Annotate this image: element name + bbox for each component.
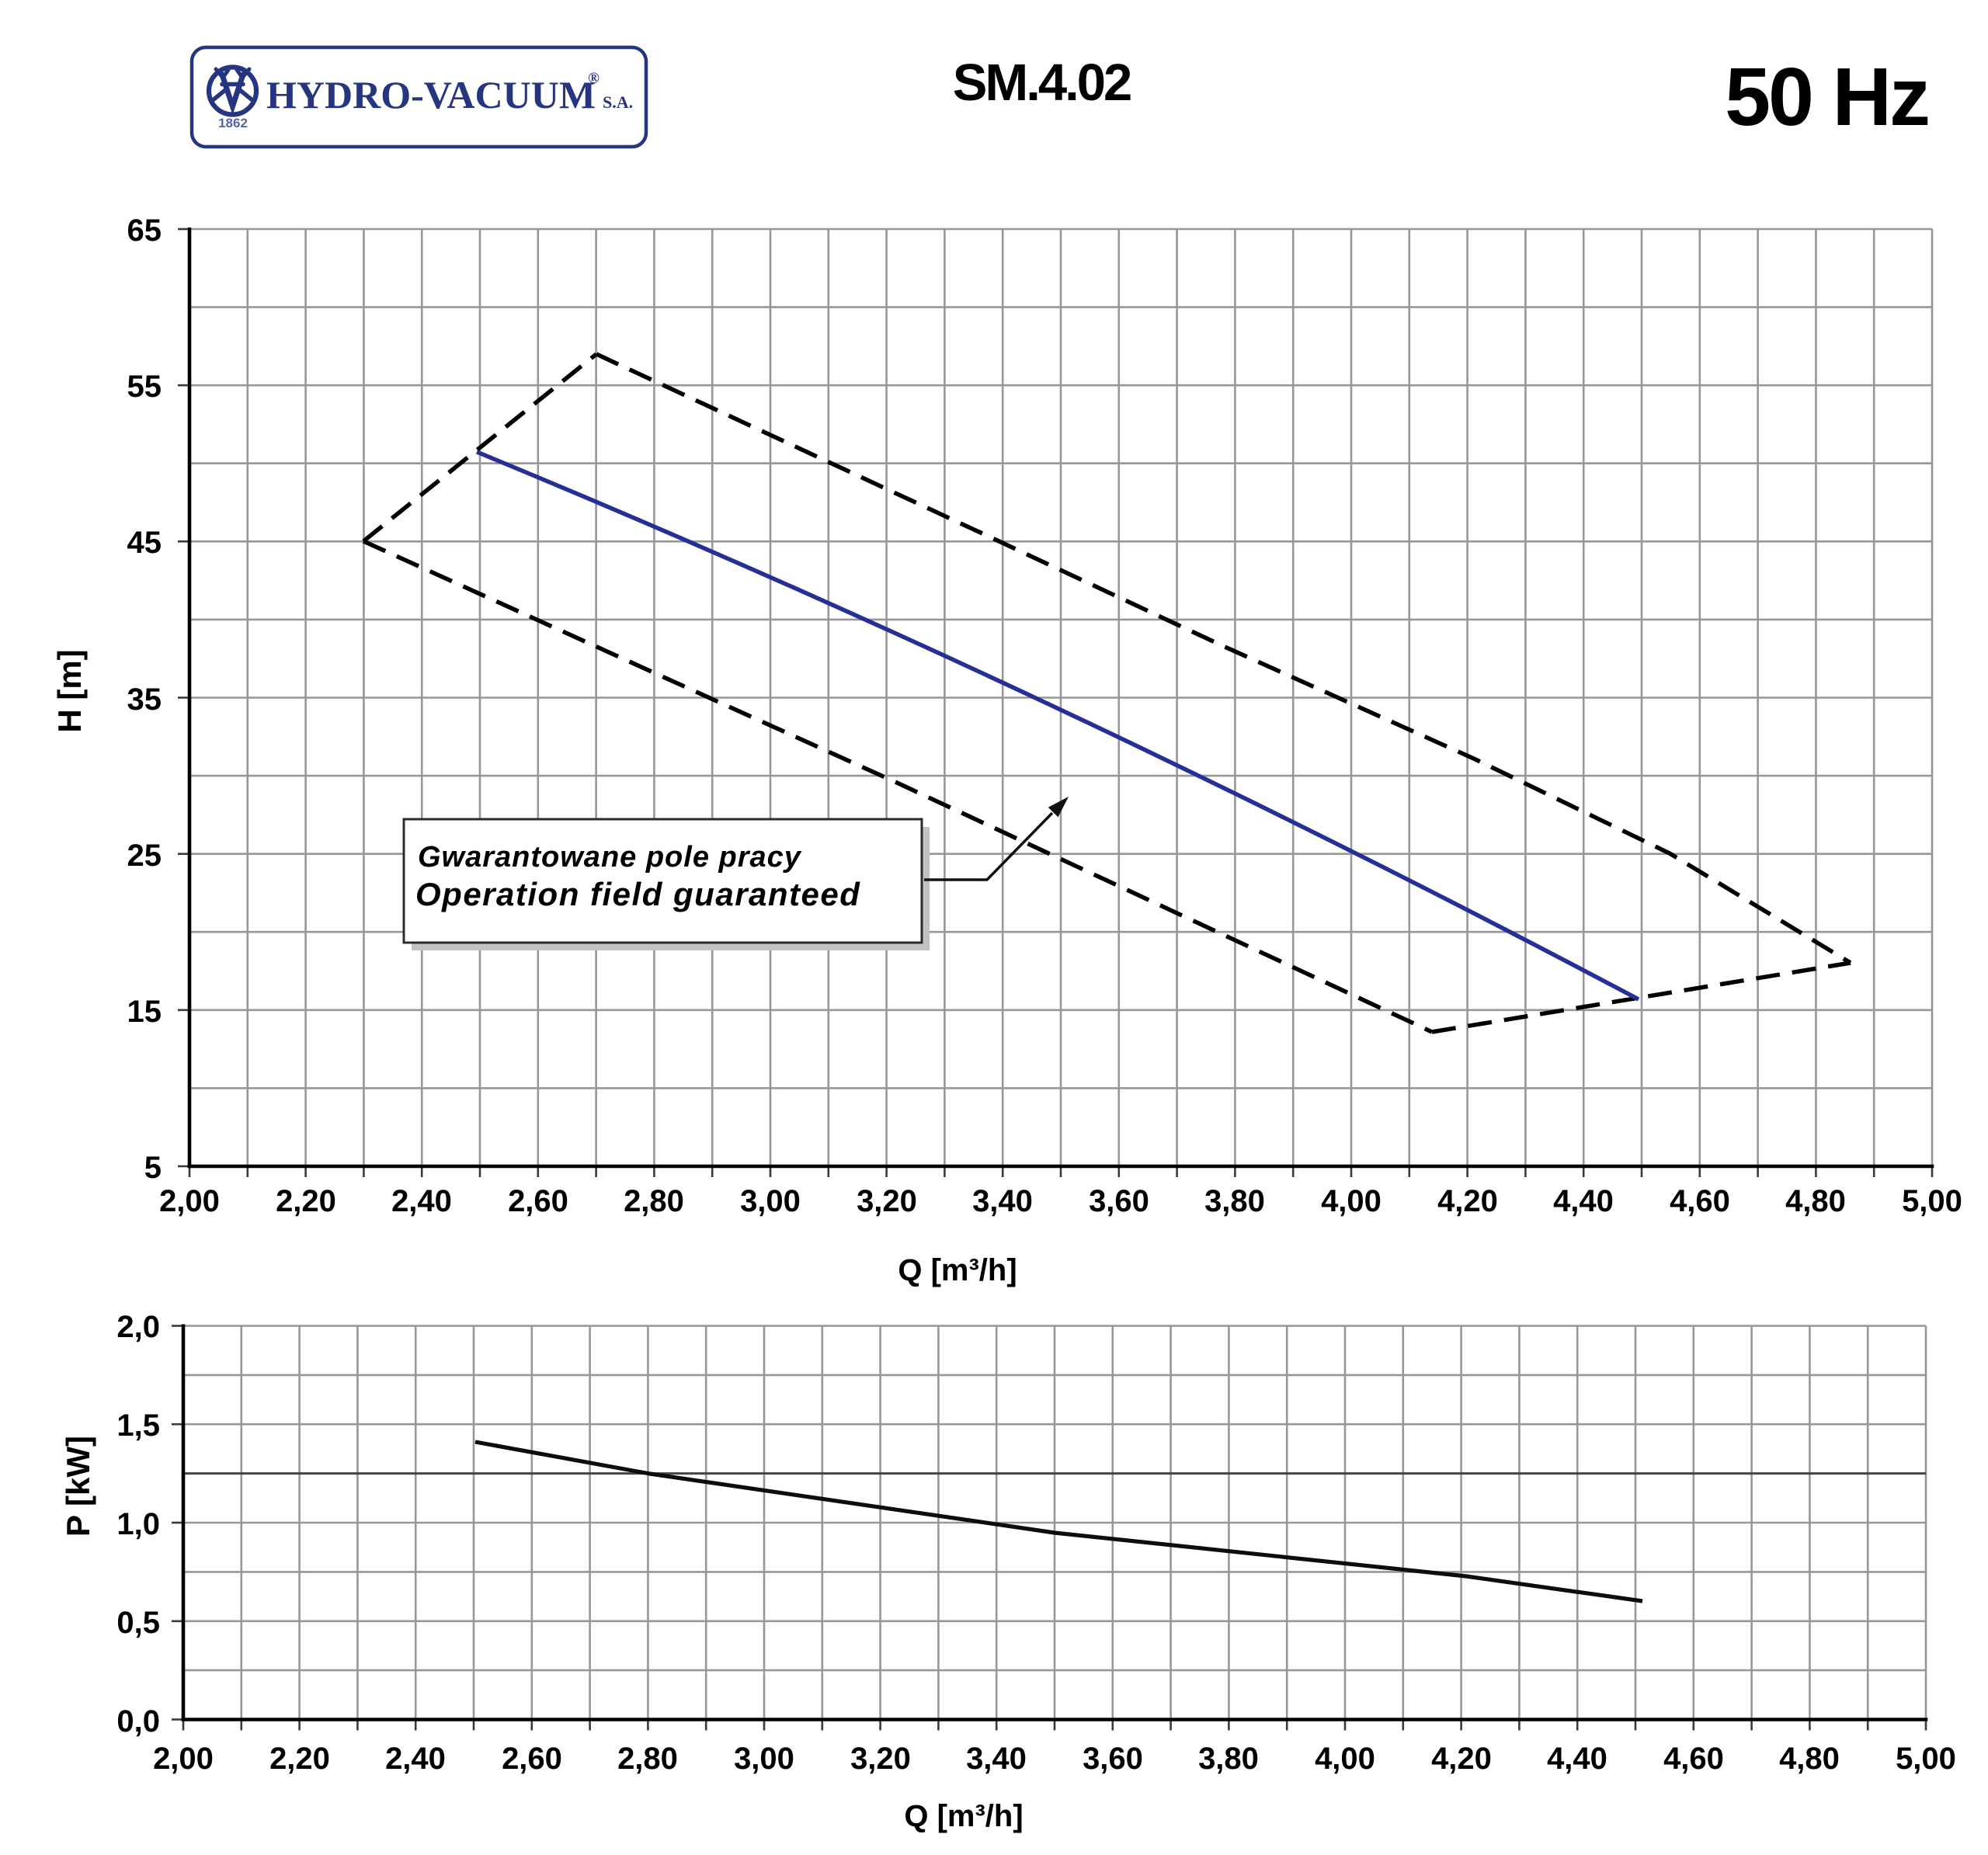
svg-text:3,60: 3,60 xyxy=(1083,1742,1143,1776)
svg-text:1862: 1862 xyxy=(218,116,248,130)
svg-text:2,40: 2,40 xyxy=(385,1742,446,1776)
svg-text:3,40: 3,40 xyxy=(972,1184,1033,1218)
svg-text:4,40: 4,40 xyxy=(1547,1742,1607,1776)
svg-text:2,60: 2,60 xyxy=(502,1742,562,1776)
svg-text:Operation field guaranteed: Operation field guaranteed xyxy=(415,876,860,912)
svg-text:65: 65 xyxy=(127,214,162,248)
svg-text:Q [m³/h]: Q [m³/h] xyxy=(898,1253,1017,1287)
svg-text:25: 25 xyxy=(127,839,162,873)
svg-text:5: 5 xyxy=(144,1151,162,1185)
svg-text:4,60: 4,60 xyxy=(1670,1184,1730,1218)
svg-text:5,00: 5,00 xyxy=(1896,1742,1956,1776)
svg-text:3,60: 3,60 xyxy=(1089,1184,1149,1218)
svg-text:2,40: 2,40 xyxy=(391,1184,452,1218)
svg-text:50 Hz: 50 Hz xyxy=(1725,51,1928,143)
svg-text:Q [m³/h]: Q [m³/h] xyxy=(904,1799,1023,1833)
svg-text:2,0: 2,0 xyxy=(116,1310,160,1344)
svg-text:4,20: 4,20 xyxy=(1437,1184,1498,1218)
svg-text:3,80: 3,80 xyxy=(1198,1742,1259,1776)
svg-text:SM.4.02: SM.4.02 xyxy=(953,54,1131,112)
svg-text:2,60: 2,60 xyxy=(508,1184,568,1218)
svg-text:3,20: 3,20 xyxy=(850,1742,911,1776)
svg-text:P [kW]: P [kW] xyxy=(60,1436,96,1537)
svg-text:3,00: 3,00 xyxy=(734,1742,794,1776)
svg-text:2,00: 2,00 xyxy=(153,1742,214,1776)
svg-text:45: 45 xyxy=(127,526,162,560)
svg-text:2,80: 2,80 xyxy=(624,1184,684,1218)
svg-text:4,20: 4,20 xyxy=(1431,1742,1492,1776)
svg-text:4,40: 4,40 xyxy=(1553,1184,1614,1218)
svg-text:5,00: 5,00 xyxy=(1902,1184,1962,1218)
svg-text:0,5: 0,5 xyxy=(116,1606,160,1640)
svg-text:2,00: 2,00 xyxy=(159,1184,220,1218)
svg-text:S.A.: S.A. xyxy=(603,92,633,112)
svg-text:35: 35 xyxy=(127,683,162,717)
svg-text:Gwarantowane pole pracy: Gwarantowane pole pracy xyxy=(418,841,802,874)
svg-text:HYDRO-VACUUM: HYDRO-VACUUM xyxy=(266,73,596,116)
svg-text:®: ® xyxy=(588,70,600,87)
svg-text:2,20: 2,20 xyxy=(269,1742,330,1776)
svg-text:2,80: 2,80 xyxy=(617,1742,678,1776)
svg-text:3,00: 3,00 xyxy=(740,1184,801,1218)
svg-text:2,20: 2,20 xyxy=(276,1184,336,1218)
svg-text:15: 15 xyxy=(127,995,162,1029)
svg-text:4,60: 4,60 xyxy=(1663,1742,1724,1776)
svg-text:1,5: 1,5 xyxy=(116,1409,160,1443)
svg-text:4,80: 4,80 xyxy=(1785,1184,1846,1218)
svg-text:0,0: 0,0 xyxy=(116,1704,160,1739)
svg-text:55: 55 xyxy=(127,370,162,404)
svg-text:4,00: 4,00 xyxy=(1315,1742,1375,1776)
svg-text:H [m]: H [m] xyxy=(51,649,88,732)
svg-text:1,0: 1,0 xyxy=(116,1507,160,1541)
svg-text:3,40: 3,40 xyxy=(966,1742,1027,1776)
svg-text:3,20: 3,20 xyxy=(857,1184,917,1218)
svg-text:4,80: 4,80 xyxy=(1779,1742,1840,1776)
svg-text:3,80: 3,80 xyxy=(1204,1184,1265,1218)
svg-text:4,00: 4,00 xyxy=(1321,1184,1382,1218)
